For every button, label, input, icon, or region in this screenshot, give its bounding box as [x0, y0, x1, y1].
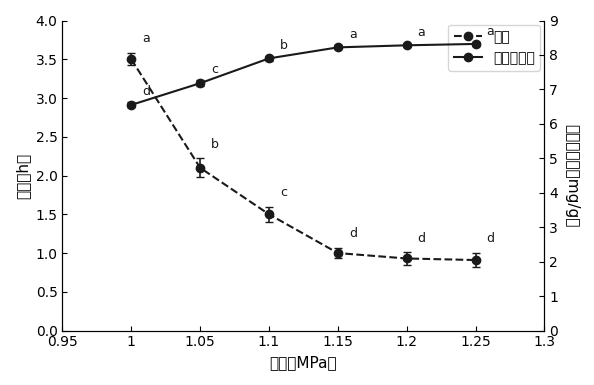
Text: b: b: [211, 138, 219, 151]
Text: c: c: [211, 63, 218, 76]
Legend: 耗时, 花青素含量: 耗时, 花青素含量: [448, 25, 541, 71]
Text: a: a: [143, 32, 150, 45]
Text: a: a: [486, 25, 494, 38]
Text: d: d: [143, 85, 150, 98]
Text: d: d: [349, 227, 357, 240]
Text: d: d: [486, 232, 495, 245]
Text: b: b: [280, 39, 288, 52]
Y-axis label: 耗时（h）: 耗时（h）: [15, 152, 30, 199]
Text: a: a: [418, 27, 425, 39]
Y-axis label: 花青素含量（mg/g）: 花青素含量（mg/g）: [564, 124, 579, 227]
Text: a: a: [349, 28, 356, 41]
Text: c: c: [280, 186, 287, 199]
X-axis label: 压力（MPa）: 压力（MPa）: [270, 355, 337, 370]
Text: d: d: [418, 231, 426, 244]
